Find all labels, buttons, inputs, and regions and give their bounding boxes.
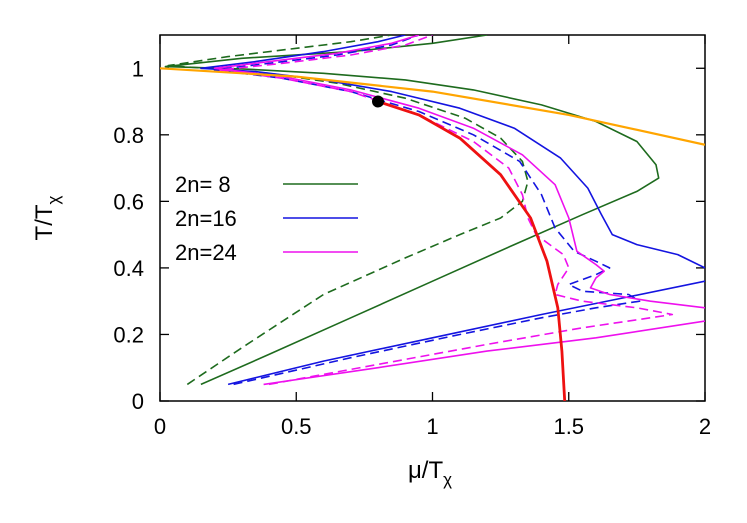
- series-line-2: [167, 35, 529, 386]
- legend-label-1: 2n= 8: [175, 172, 231, 197]
- y-axis-label: T/Tχ: [31, 195, 63, 240]
- legend: 2n= 8 2n=16 2n=24: [175, 172, 358, 265]
- series-line-4: [200, 35, 705, 269]
- series-line-3: [227, 280, 705, 386]
- y-tick-label: 0.6: [113, 189, 144, 214]
- x-tick-label: 0.5: [281, 414, 312, 439]
- y-tick-label: 0.8: [113, 123, 144, 148]
- axes-frame: [159, 34, 706, 402]
- plot-area: [160, 35, 705, 401]
- x-tick-label: 1.5: [553, 414, 584, 439]
- series-line-1: [164, 35, 660, 386]
- x-axis-label: μ/Tχ: [408, 457, 452, 489]
- series-line-5: [213, 35, 641, 386]
- x-tick-label: 0: [154, 414, 166, 439]
- x-tick-label: 1: [426, 414, 438, 439]
- y-tick-label: 0.2: [113, 322, 144, 347]
- axis-ticks: 0 0.5 1 1.5 2 0 0.2 0.4 0.6 0.8 1: [113, 35, 711, 439]
- legend-label-3: 2n=24: [175, 240, 237, 265]
- series-line-10: [377, 100, 567, 401]
- series-line-7: [213, 35, 705, 309]
- legend-label-2: 2n=16: [175, 206, 237, 231]
- critical-point-marker: [372, 95, 384, 108]
- x-tick-label: 2: [699, 414, 711, 439]
- y-tick-label: 0.4: [113, 256, 144, 281]
- series-line-9: [160, 67, 705, 146]
- series-line-8: [219, 35, 674, 386]
- y-tick-label: 1: [132, 56, 144, 81]
- y-tick-label: 0: [132, 389, 144, 414]
- series-line-6: [263, 320, 705, 386]
- plot-border: [159, 34, 706, 402]
